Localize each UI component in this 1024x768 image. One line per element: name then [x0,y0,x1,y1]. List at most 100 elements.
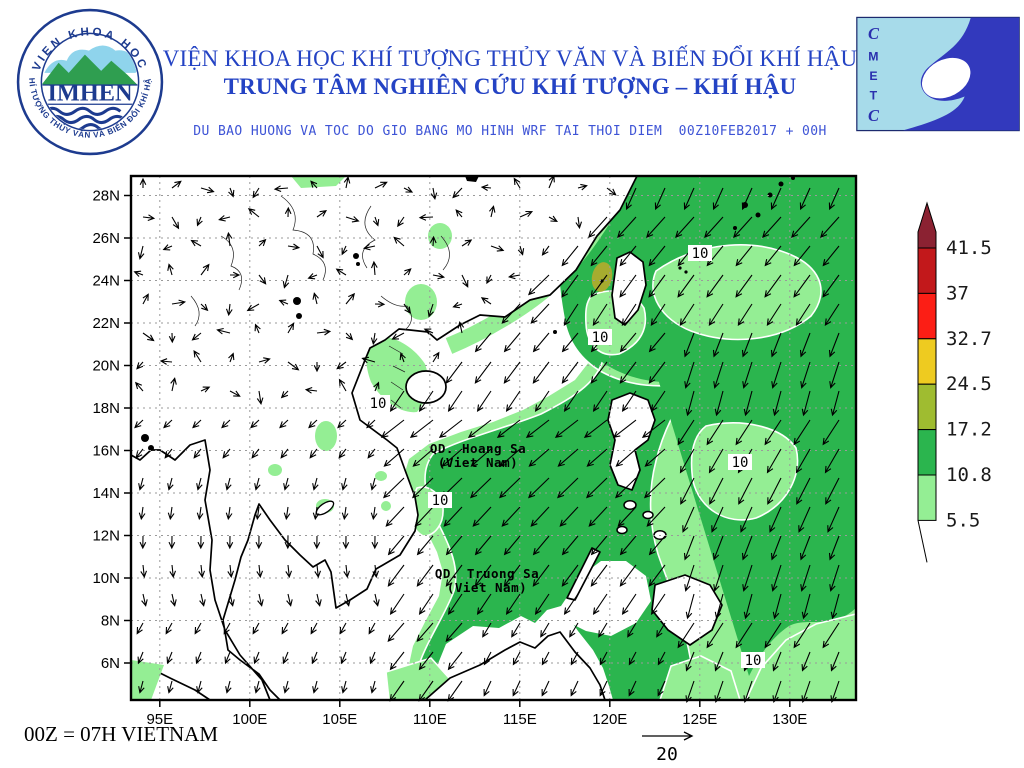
wind-arrow [532,535,550,556]
wind-arrow [250,419,260,429]
wind-arrow [372,564,380,579]
wind-arrow [561,361,579,384]
wind-arrow [512,651,521,666]
wind-arrow [467,419,492,438]
wind-arrow [685,593,695,620]
wind-arrow [278,299,289,306]
wind-arrow [476,593,492,615]
wind-arrow [740,506,753,533]
wind-arrow [142,293,149,305]
wind-arrow [370,680,377,694]
wind-arrow [227,564,235,579]
wind-arrow [677,622,695,649]
wind-arrow [708,303,724,327]
wind-arrow [795,448,811,474]
cmetc-letter: M [868,50,878,64]
wind-arrow [800,564,811,592]
wind-arrow [366,419,376,429]
wind-arrow [133,270,144,277]
inland-boundary [280,195,326,281]
wind-arrow [310,180,318,189]
wind-arrow [828,535,840,561]
wind-arrow [488,205,496,218]
small-island-dot [141,434,149,442]
wind-arrow [650,390,666,412]
x-tick-label: 100E [232,711,267,728]
wind-arrow [599,680,608,697]
wind-arrow [557,477,579,499]
wind-arrow [499,448,521,467]
small-island-dot [678,266,682,270]
wind-arrow [735,274,753,298]
wind-arrow [316,245,324,259]
inland-boundary [190,295,200,327]
wind-arrow [772,651,782,672]
wind-arrow [418,593,434,615]
wind-arrow [254,506,262,521]
wind-arrow [675,216,695,239]
wind-arrow [253,651,260,665]
wind-arrow [432,272,446,280]
wind-arrow [387,622,405,643]
wind-arrow [258,238,267,247]
wind-arrow [801,390,811,417]
wind-arrow [387,564,405,587]
wind-arrow [223,622,231,635]
wind-arrow [829,361,840,389]
wind-arrow [563,303,579,327]
wind-arrow [134,381,144,392]
wind-arrow [221,419,231,429]
wind-arrow [743,680,753,703]
wind-arrow [532,564,550,587]
wind-arrow [496,419,521,438]
wind-arrow [561,564,579,587]
wind-speed-colorbar: 41.5 37 32.7 24.5 17.2 10.8 5.5 [917,201,992,563]
colorbar-block [917,292,937,340]
wind-arrow [252,622,260,635]
wind-arrow [795,303,811,327]
wind-arrow [230,271,241,279]
wind-arrow [828,332,840,358]
wind-arrow [650,593,666,615]
wind-arrow [344,593,351,607]
wind-arrow [793,274,811,298]
colorbar-value: 41.5 [946,237,992,259]
wind-arrow [767,477,782,505]
wind-vectors [133,174,840,703]
wind-arrow [733,216,753,239]
wind-arrow [287,322,295,334]
wind-arrow [771,564,782,592]
wind-arrow [345,216,360,223]
wind-arrow [200,263,210,276]
wind-arrow [216,327,231,335]
wind-arrow [801,680,811,703]
wind-arrow [742,564,753,592]
wind-arrow [140,564,148,579]
wind-arrow [452,187,463,199]
wind-arrow [554,419,579,438]
wind-arrow [225,303,233,317]
wind-arrow [370,260,378,276]
wind-arrow [619,535,637,556]
wind-arrow [280,390,289,399]
wind-arrow [283,680,290,694]
wind-arrow [503,535,521,556]
visayas-island [642,510,654,520]
land-shade-patch [268,464,282,476]
wind-arrow [226,535,234,550]
wind-arrow [341,680,348,694]
wind-arrow [829,564,840,592]
wind-arrow [159,358,173,365]
wind-arrow [654,187,666,211]
small-island-dot [148,445,154,451]
page-header: VIỆN KHOA HỌC KHÍ TƯỢNG THỦY VĂN VÀ BIẾN… [160,46,860,139]
wind-arrow [657,651,666,666]
colorbar-value: 37 [946,282,969,304]
wind-arrow [136,361,144,370]
wind-arrow [742,361,753,389]
wind-arrow [313,535,321,550]
logo-waves [47,114,126,125]
wind-arrow [799,187,811,211]
wind-arrow [312,506,320,521]
wind-arrow [165,622,173,635]
